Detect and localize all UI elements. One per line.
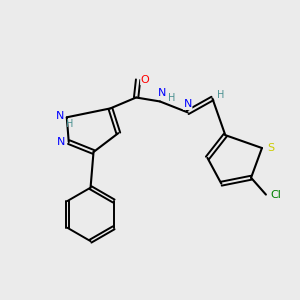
Text: H: H [218, 89, 225, 100]
Text: N: N [158, 88, 166, 98]
Text: H: H [66, 119, 73, 129]
Text: N: N [56, 111, 64, 121]
Text: N: N [184, 99, 192, 110]
Text: Cl: Cl [270, 190, 281, 200]
Text: H: H [168, 94, 175, 103]
Text: O: O [141, 75, 149, 85]
Text: S: S [267, 143, 274, 153]
Text: N: N [57, 137, 65, 147]
